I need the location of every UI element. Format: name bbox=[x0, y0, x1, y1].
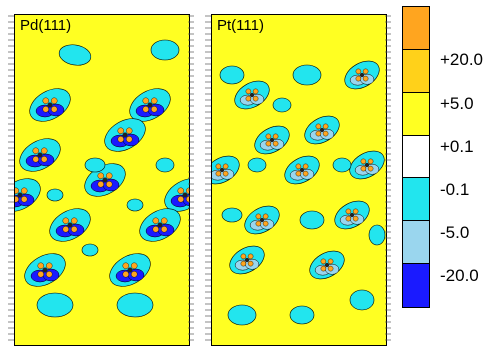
atom-contour bbox=[104, 118, 146, 152]
colorbar-label-plus-0-1: +0.1 bbox=[440, 137, 474, 156]
colorbar-segment bbox=[403, 221, 429, 265]
atom-contour bbox=[139, 208, 181, 242]
charge-depletion-region bbox=[58, 44, 92, 66]
tick-marks-left-pd bbox=[8, 14, 14, 346]
colorbar-segment bbox=[403, 178, 429, 222]
charge-depletion-region bbox=[247, 157, 267, 173]
colorbar-segment bbox=[403, 7, 429, 50]
charge-density-contour-pt111 bbox=[212, 60, 386, 326]
atom-contour bbox=[109, 253, 151, 287]
tick-marks-right-pt bbox=[385, 14, 391, 346]
colorbar bbox=[402, 6, 430, 308]
atom-contour bbox=[334, 200, 370, 230]
charge-depletion-region bbox=[221, 207, 243, 223]
charge-depletion-region bbox=[368, 224, 386, 246]
contour-panel-pd111: Pd(111) bbox=[14, 14, 190, 346]
charge-depletion-region bbox=[126, 198, 144, 212]
colorbar-segment bbox=[403, 264, 429, 307]
charge-density-contour-pd111 bbox=[15, 39, 189, 318]
tick-marks-left-pt bbox=[205, 14, 211, 346]
atom-contour bbox=[129, 88, 171, 122]
atom-contour bbox=[29, 88, 71, 122]
atom-contour bbox=[229, 245, 265, 275]
charge-depletion-region bbox=[227, 304, 257, 326]
atom-contour bbox=[212, 155, 240, 185]
atom-contour bbox=[284, 155, 320, 185]
charge-depletion-region bbox=[349, 289, 375, 311]
atom-contour bbox=[24, 253, 66, 287]
atom-contour bbox=[244, 205, 280, 235]
colorbar-segment bbox=[403, 49, 429, 93]
charge-depletion-region bbox=[81, 243, 99, 257]
atom-contour bbox=[84, 163, 126, 197]
colorbar-segment bbox=[403, 135, 429, 179]
charge-depletion-region bbox=[332, 157, 352, 173]
atom-contour bbox=[234, 80, 270, 110]
atom-contour bbox=[304, 115, 340, 145]
charge-depletion-region bbox=[155, 157, 175, 173]
colorbar-label-plus-5: +5.0 bbox=[440, 94, 474, 113]
colorbar-segment bbox=[403, 92, 429, 136]
charge-depletion-region bbox=[150, 39, 180, 61]
charge-depletion-region bbox=[116, 292, 154, 318]
atom-contour bbox=[349, 150, 385, 180]
colorbar-label-minus-5: -5.0 bbox=[440, 223, 470, 242]
charge-depletion-region bbox=[219, 65, 245, 85]
tick-marks-right-pd bbox=[188, 14, 194, 346]
charge-depletion-region bbox=[46, 188, 64, 202]
charge-depletion-region bbox=[36, 292, 74, 318]
charge-depletion-region bbox=[292, 64, 322, 86]
atom-contour bbox=[309, 250, 345, 280]
charge-depletion-region bbox=[84, 157, 106, 173]
atom-contour bbox=[254, 125, 290, 155]
charge-depletion-region bbox=[272, 97, 292, 113]
panel-label-pd111: Pd(111) bbox=[20, 17, 72, 34]
atom-contour bbox=[19, 138, 61, 172]
panel-label-pt111: Pt(111) bbox=[217, 17, 264, 34]
atom-contour bbox=[49, 208, 91, 242]
atom-contour bbox=[344, 60, 380, 90]
colorbar-label-minus-20: -20.0 bbox=[440, 266, 479, 285]
atom-contour bbox=[164, 178, 189, 212]
charge-depletion-region bbox=[299, 210, 325, 230]
colorbar-label-plus-20: +20.0 bbox=[440, 50, 484, 69]
colorbar-label-minus-0-1: -0.1 bbox=[440, 180, 470, 199]
contour-panel-pt111: Pt(111) bbox=[211, 14, 387, 346]
atom-contour bbox=[15, 178, 41, 212]
charge-depletion-region bbox=[289, 305, 315, 325]
